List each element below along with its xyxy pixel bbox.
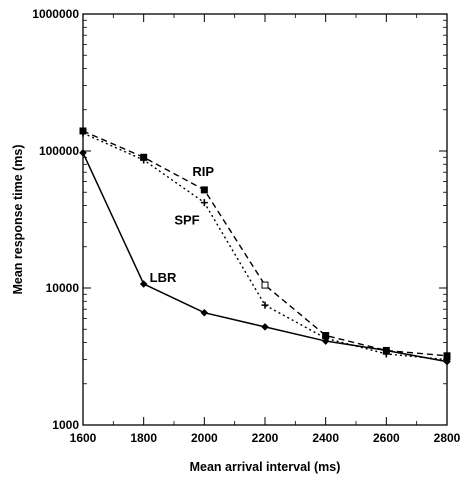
x-tick-label: 1800 bbox=[130, 431, 157, 445]
x-tick-label: 2600 bbox=[373, 431, 400, 445]
y-tick-label: 100000 bbox=[39, 144, 79, 158]
y-tick-label: 1000 bbox=[52, 418, 79, 432]
series-line-rip bbox=[82, 130, 448, 357]
data-point-lbr bbox=[139, 280, 148, 288]
x-axis-ticks: 1600 1800 2000 2200 2400 2600 2800 bbox=[70, 14, 461, 445]
plot-frame bbox=[82, 13, 448, 426]
x-tick-label: 1600 bbox=[70, 431, 97, 445]
data-point-lbr bbox=[443, 357, 451, 366]
x-tick-label: 2000 bbox=[191, 431, 218, 445]
x-tick-label: 2800 bbox=[434, 431, 461, 445]
data-point-lbr bbox=[261, 323, 269, 331]
y-axis-ticks: 1000 10000 100000 1000000 bbox=[32, 7, 447, 432]
data-point-lbr bbox=[200, 308, 209, 317]
y-axis-title: Mean response time (ms) bbox=[11, 144, 25, 294]
x-tick-label: 2400 bbox=[312, 431, 339, 445]
plot-border bbox=[82, 13, 448, 426]
data-point-lbr bbox=[321, 337, 330, 345]
x-axis-title: Mean arrival interval (ms) bbox=[190, 460, 341, 474]
x-tick-label: 2200 bbox=[252, 431, 279, 445]
y-tick-label: 10000 bbox=[46, 281, 80, 295]
data-point-spf bbox=[79, 129, 87, 137]
data-point-spf bbox=[140, 156, 148, 164]
data-point-rip bbox=[261, 281, 269, 289]
data-point-spf bbox=[261, 301, 269, 309]
series-layer: RIP SPF LBR bbox=[79, 127, 451, 366]
series-label-spf: SPF bbox=[174, 213, 199, 228]
data-point-rip bbox=[200, 186, 208, 194]
data-point-lbr bbox=[382, 346, 391, 355]
series-label-lbr: LBR bbox=[150, 270, 177, 285]
series-label-rip: RIP bbox=[192, 164, 214, 179]
y-tick-label: 1000000 bbox=[32, 7, 79, 21]
data-point-lbr bbox=[79, 149, 87, 157]
data-point-spf bbox=[200, 199, 208, 207]
